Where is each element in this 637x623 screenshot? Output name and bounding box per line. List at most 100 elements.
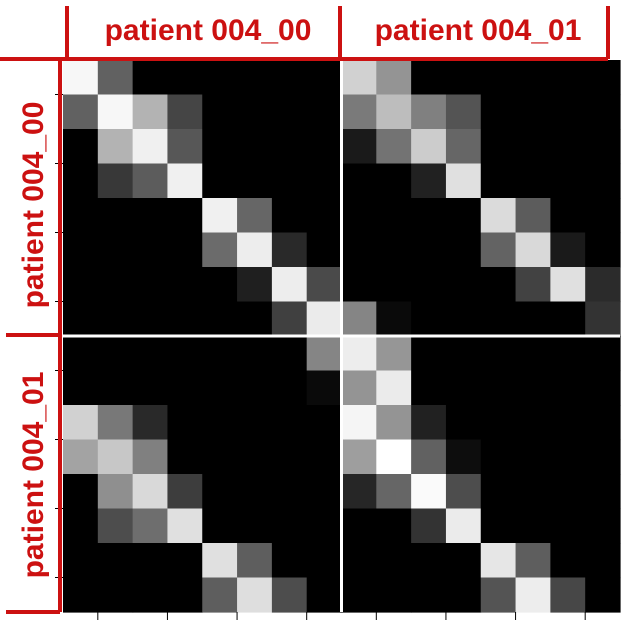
heatmap-cell [445,129,482,165]
heatmap-cell [341,129,377,165]
heatmap-cell [376,163,412,199]
heatmap-cell [202,405,238,441]
heatmap-cell [132,405,169,441]
heatmap-cell [271,508,308,544]
heatmap-cell [97,370,134,406]
heatmap-cell [132,232,169,268]
heatmap-cell [132,60,169,96]
heatmap-cell [376,543,412,579]
heatmap-cell [202,543,238,579]
heatmap-cell [271,267,308,303]
heatmap-cell [341,405,377,441]
heatmap-cell [132,577,169,613]
heatmap-cell [341,474,377,510]
heatmap-cell [480,577,517,613]
heatmap-cell [237,336,273,372]
x-group-label-1: patient 004_01 [375,14,582,47]
heatmap-cell [63,508,99,544]
heatmap-cell [97,543,134,579]
heatmap-cell [376,405,412,441]
heatmap-cell [167,508,203,544]
heatmap-cell [376,94,412,130]
heatmap-cell [411,129,447,165]
heatmap-cell [480,60,517,96]
heatmap-cell [585,232,621,268]
heatmap-cell [63,60,99,96]
heatmap-cell [306,301,343,337]
heatmap-cell [271,439,308,475]
heatmap-cell [132,474,169,510]
heatmap-cell [445,474,482,510]
heatmap-cell [271,198,308,234]
heatmap-cell [132,508,169,544]
heatmap-cell [411,474,447,510]
y-group-label-1: patient 004_01 [17,372,50,579]
heatmap-cell [480,232,517,268]
heatmap-cell [480,370,517,406]
heatmap-cell [202,508,238,544]
heatmap-cell [271,232,308,268]
heatmap-cell [132,543,169,579]
group-separators [63,60,620,612]
heatmap-cell [167,60,203,96]
heatmap-cell [97,267,134,303]
heatmap-cell [341,163,377,199]
heatmap-cell [237,60,273,96]
heatmap-cell [167,267,203,303]
heatmap-cell [97,508,134,544]
heatmap-cell [445,405,482,441]
heatmap-cell [306,129,343,165]
heatmap-cell [480,129,517,165]
heatmap-cell [202,439,238,475]
heatmap-cell [306,163,343,199]
heatmap-cell [411,301,447,337]
heatmap-cell [515,267,551,303]
heatmap-cell [237,543,273,579]
heatmap-cell [585,94,621,130]
heatmap-cell [515,60,551,96]
heatmap-cell [167,577,203,613]
heatmap-cell [202,60,238,96]
heatmap-cell [480,405,517,441]
heatmap-cell [445,370,482,406]
heatmap-cell [585,370,621,406]
heatmap-cell [97,336,134,372]
heatmap-cell [480,336,517,372]
heatmap-cell [237,474,273,510]
heatmap-cell [411,60,447,96]
heatmap-cell [515,198,551,234]
heatmap-cell [341,60,377,96]
heatmap-cell [445,232,482,268]
heatmap-cell [97,198,134,234]
heatmap-cell [237,405,273,441]
heatmap-cell [132,198,169,234]
heatmap-cell [480,543,517,579]
heatmap-cell [550,163,586,199]
heatmap-cell [271,405,308,441]
heatmap-cell [341,267,377,303]
heatmap-cell [515,508,551,544]
heatmap-cell [63,370,99,406]
heatmap-cell [202,336,238,372]
heatmap-cell [167,129,203,165]
heatmap-cell [306,94,343,130]
heatmap-cell [376,129,412,165]
heatmap-cell [237,129,273,165]
heatmap-cell [445,508,482,544]
heatmap-cell [445,439,482,475]
heatmap-cell [202,577,238,613]
heatmap-cell [132,370,169,406]
heatmap-cell [167,198,203,234]
heatmap-cell [480,439,517,475]
heatmap-cell [202,129,238,165]
heatmap-cell [341,301,377,337]
heatmap-cell [237,508,273,544]
heatmap-cell [306,577,343,613]
heatmap-cell [341,336,377,372]
heatmap-cell [341,198,377,234]
heatmap-cell [271,577,308,613]
heatmap-cell [411,198,447,234]
heatmap-cell [167,439,203,475]
heatmap-cell [445,198,482,234]
heatmap-cell [97,405,134,441]
